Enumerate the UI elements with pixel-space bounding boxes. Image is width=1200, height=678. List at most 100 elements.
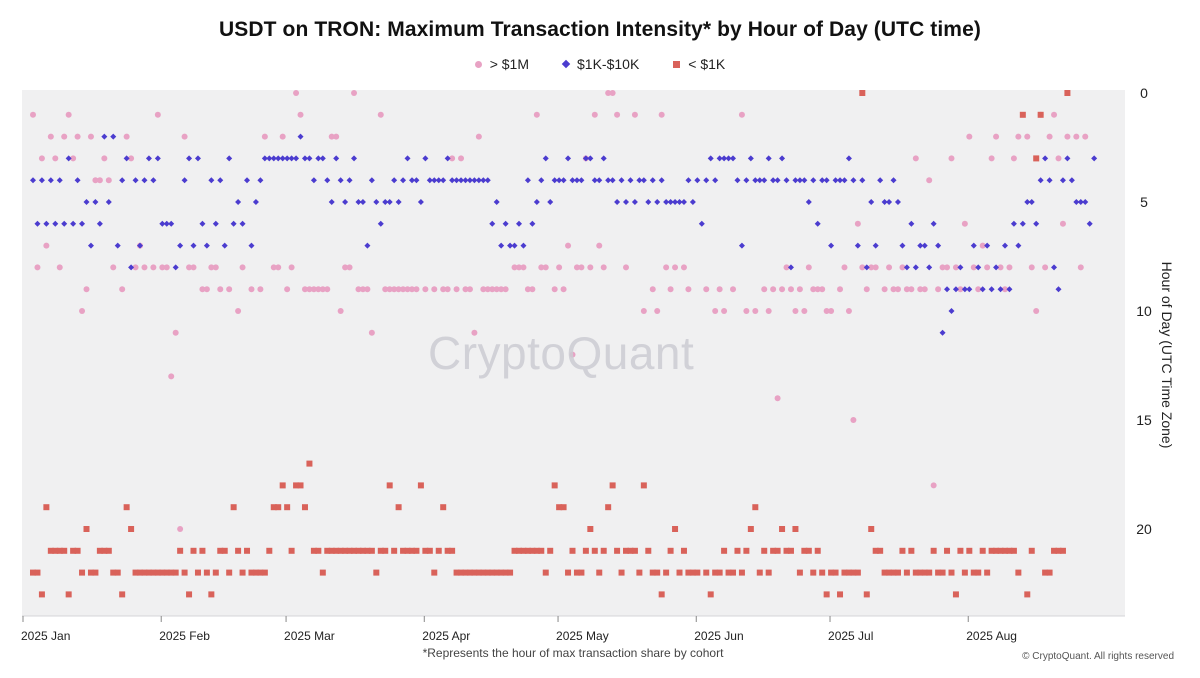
data-point [854,569,861,576]
data-point [132,264,139,271]
data-point [132,569,139,576]
data-point [235,308,242,314]
data-point [502,286,509,293]
data-point [462,286,469,293]
data-point [404,547,411,554]
data-point [315,155,322,162]
data-point [551,286,558,293]
x-tick-label: 2025 May [556,629,609,643]
data-point [310,547,317,554]
data-point [903,286,910,293]
data-point [181,133,188,140]
data-point [997,286,1004,293]
data-point [627,177,634,184]
data-point [689,569,696,576]
data-point [34,264,41,271]
data-point [1073,199,1080,205]
data-point [400,547,407,554]
data-point [511,264,518,271]
data-point [877,177,884,184]
data-point [239,220,246,227]
data-point [449,547,456,554]
data-point [493,569,500,576]
data-point [212,569,219,576]
data-point [805,264,812,271]
legend-item-1k-10k[interactable]: $1K-$10K [561,56,639,72]
x-tick-label: 2025 Jul [828,629,873,643]
data-point [832,177,839,184]
x-tick-label: 2025 Mar [284,629,335,643]
data-point [582,155,589,162]
data-point [774,547,781,554]
data-point [110,264,117,271]
data-point [306,460,313,467]
data-point [96,547,103,554]
data-point [168,373,175,380]
data-point [743,177,750,184]
data-point [609,482,616,489]
data-point [600,155,607,162]
data-point [707,591,714,598]
data-point [328,547,335,554]
data-point [698,220,705,227]
data-point [1051,264,1058,271]
data-point [230,220,237,227]
data-point [752,177,759,184]
data-point [1001,286,1008,293]
y-tick-label: 5 [1140,194,1148,210]
data-point [489,220,496,227]
data-point [1033,308,1040,314]
data-point [150,177,157,184]
data-point [944,264,951,271]
data-point [547,547,554,554]
data-point [823,308,830,314]
data-point [426,177,433,184]
data-point [805,199,812,205]
data-point [408,286,415,293]
data-point [712,308,719,314]
data-point [703,177,710,184]
data-point [38,591,45,598]
data-point [1024,133,1031,140]
data-point [1042,264,1049,271]
data-point [65,591,72,598]
data-point [591,177,598,184]
data-point [658,111,665,118]
y-axis-label: Hour of Day (UTC Time Zone) [1159,261,1175,449]
data-point [324,286,331,293]
data-point [814,286,821,293]
legend-item-gt-1m[interactable]: > $1M [474,56,529,72]
data-point [886,199,893,205]
data-point [542,264,549,271]
data-point [1046,569,1053,576]
data-point [199,286,206,293]
data-point [961,569,968,576]
data-point [177,242,184,249]
data-point [730,155,737,162]
data-point [444,547,451,554]
data-point [1064,90,1071,96]
data-point [56,547,63,554]
data-point [542,155,549,162]
data-point [70,155,77,162]
data-point [404,155,411,162]
chart-title: USDT on TRON: Maximum Transaction Intens… [219,18,981,41]
data-point [92,569,99,576]
data-point [359,547,366,554]
data-point [1037,111,1044,118]
data-point [337,547,344,554]
data-point [172,569,179,576]
data-point [1033,220,1040,227]
data-point [194,569,201,576]
data-point [119,591,126,598]
data-point [957,547,964,554]
data-point [605,177,612,184]
data-point [137,569,144,576]
data-point [618,569,625,576]
data-point [186,591,193,598]
data-point [676,199,683,205]
data-point [587,264,594,271]
data-point [649,569,656,576]
data-point [351,155,358,162]
legend-item-lt-1k[interactable]: < $1K [673,56,725,72]
